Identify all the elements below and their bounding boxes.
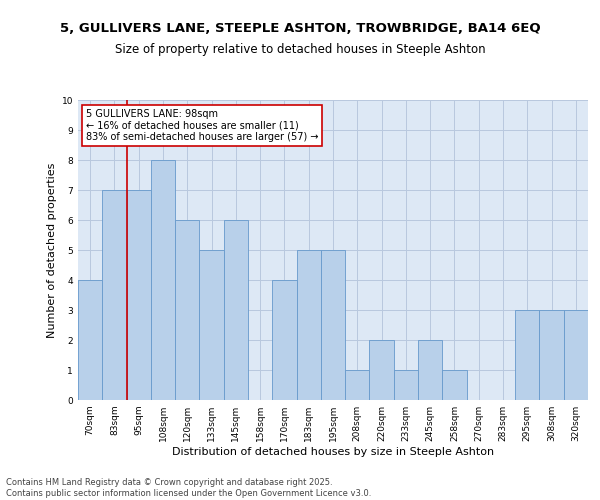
X-axis label: Distribution of detached houses by size in Steeple Ashton: Distribution of detached houses by size …: [172, 447, 494, 457]
Bar: [442, 370, 467, 400]
Bar: [296, 250, 321, 400]
Bar: [175, 220, 199, 400]
Bar: [199, 250, 224, 400]
Y-axis label: Number of detached properties: Number of detached properties: [47, 162, 58, 338]
Bar: [515, 310, 539, 400]
Text: 5 GULLIVERS LANE: 98sqm
← 16% of detached houses are smaller (11)
83% of semi-de: 5 GULLIVERS LANE: 98sqm ← 16% of detache…: [86, 109, 318, 142]
Bar: [151, 160, 175, 400]
Bar: [224, 220, 248, 400]
Bar: [564, 310, 588, 400]
Bar: [272, 280, 296, 400]
Bar: [418, 340, 442, 400]
Bar: [539, 310, 564, 400]
Bar: [370, 340, 394, 400]
Text: Contains HM Land Registry data © Crown copyright and database right 2025.
Contai: Contains HM Land Registry data © Crown c…: [6, 478, 371, 498]
Text: 5, GULLIVERS LANE, STEEPLE ASHTON, TROWBRIDGE, BA14 6EQ: 5, GULLIVERS LANE, STEEPLE ASHTON, TROWB…: [59, 22, 541, 36]
Text: Size of property relative to detached houses in Steeple Ashton: Size of property relative to detached ho…: [115, 42, 485, 56]
Bar: [78, 280, 102, 400]
Bar: [321, 250, 345, 400]
Bar: [394, 370, 418, 400]
Bar: [127, 190, 151, 400]
Bar: [345, 370, 370, 400]
Bar: [102, 190, 127, 400]
